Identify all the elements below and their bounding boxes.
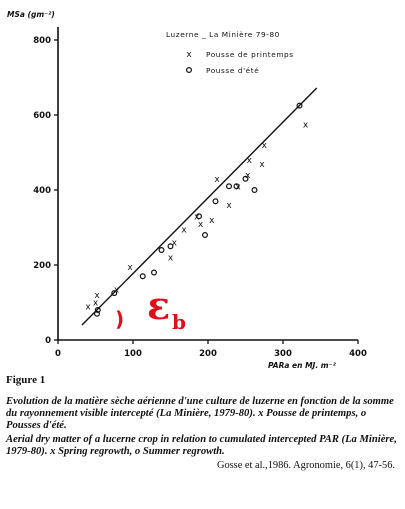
data-point-spring: x bbox=[262, 141, 268, 151]
y-tick-label: 0 bbox=[45, 336, 51, 346]
x-tick-label: 100 bbox=[124, 349, 142, 359]
data-point-summer bbox=[93, 310, 100, 317]
x-tick-label: 200 bbox=[199, 349, 217, 359]
data-point-spring: x bbox=[168, 254, 174, 264]
y-tick-label: 400 bbox=[33, 186, 51, 196]
data-point-summer bbox=[111, 290, 118, 297]
legend-marker-spring: x bbox=[186, 50, 192, 60]
epsilon-b-annotation: ) ε b bbox=[115, 283, 186, 334]
data-point-spring: x bbox=[303, 120, 309, 130]
data-point-summer bbox=[233, 183, 240, 190]
data-point-summer bbox=[296, 102, 303, 109]
data-point-spring: x bbox=[209, 216, 215, 226]
data-point-spring: x bbox=[214, 175, 220, 185]
data-point-summer bbox=[158, 247, 165, 254]
y-tick-label: 600 bbox=[33, 111, 51, 121]
data-point-summer bbox=[251, 187, 258, 194]
y-tick-label: 800 bbox=[33, 36, 51, 46]
data-point-spring: x bbox=[93, 299, 99, 309]
figure-caption: Figure 1 Evolution de la matière sèche a… bbox=[6, 374, 401, 471]
data-point-summer bbox=[196, 213, 203, 220]
data-point-summer bbox=[212, 198, 219, 205]
data-point-summer bbox=[139, 273, 146, 280]
data-point-summer bbox=[202, 232, 209, 239]
legend-label-spring: Pousse de printemps bbox=[206, 50, 294, 59]
caption-english: Aerial dry matter of a lucerne crop in r… bbox=[6, 433, 397, 457]
chart-title: Luzerne _ La Minière 79-80 bbox=[166, 30, 280, 39]
data-point-summer bbox=[94, 307, 101, 314]
series-summer-points bbox=[93, 102, 303, 317]
legend-marker-summer bbox=[186, 66, 193, 73]
data-point-summer bbox=[151, 269, 158, 276]
data-point-summer bbox=[167, 243, 174, 250]
data-point-spring: x bbox=[172, 239, 178, 249]
legend: x Pousse de printemps Pousse d'été bbox=[186, 50, 293, 75]
x-axis-ticks: 0 100 200 300 400 bbox=[55, 340, 367, 359]
y-axis-title: MSa (gm⁻²) bbox=[7, 10, 55, 19]
legend-label-summer: Pousse d'été bbox=[206, 66, 259, 75]
caption-french: Evolution de la matière sèche aérienne d… bbox=[6, 396, 394, 432]
data-point-spring: x bbox=[94, 291, 100, 301]
annotation-epsilon: ε bbox=[147, 283, 170, 328]
regression-line bbox=[81, 87, 318, 326]
source-citation: Gosse et al.,1986. Agronomie, 6(1), 47-5… bbox=[216, 460, 395, 472]
data-point-spring: x bbox=[114, 285, 120, 295]
annotation-subscript: b bbox=[172, 310, 186, 334]
data-point-spring: x bbox=[85, 302, 91, 312]
data-point-spring: x bbox=[247, 156, 253, 166]
x-tick-label: 400 bbox=[349, 349, 367, 359]
data-point-summer bbox=[226, 183, 233, 190]
data-point-spring: x bbox=[127, 263, 133, 273]
data-point-spring: x bbox=[226, 201, 232, 211]
data-point-spring: x bbox=[181, 225, 187, 235]
x-axis-title: PARa en MJ. m⁻² bbox=[268, 361, 337, 370]
data-point-spring: x bbox=[198, 220, 204, 230]
annotation-paren: ) bbox=[115, 307, 124, 331]
data-point-spring: x bbox=[245, 171, 251, 181]
y-tick-label: 200 bbox=[33, 261, 51, 271]
x-tick-label: 0 bbox=[55, 349, 61, 359]
scatter-chart: MSa (gm⁻²) Luzerne _ La Minière 79-80 x … bbox=[7, 10, 367, 370]
data-point-spring: x bbox=[259, 160, 265, 170]
figure-label: Figure 1 bbox=[6, 374, 46, 386]
y-axis-ticks: 0 200 400 600 800 bbox=[33, 36, 58, 346]
x-tick-label: 300 bbox=[274, 349, 292, 359]
data-point-summer bbox=[242, 175, 249, 182]
